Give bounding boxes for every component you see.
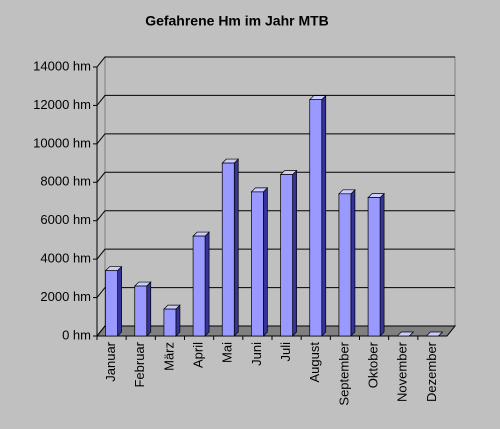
grid-line — [96, 248, 455, 260]
bar-side — [263, 187, 268, 337]
y-tick-label: 12000 hm — [33, 97, 91, 112]
bar-front — [338, 193, 352, 337]
x-tick-label: August — [307, 342, 322, 383]
bar-front — [192, 235, 206, 337]
bar-front — [251, 191, 264, 337]
bar — [221, 158, 240, 337]
chart-title: Gefahrene Hm im Jahr MTB — [145, 13, 329, 29]
y-tick-label: 14000 hm — [33, 58, 91, 73]
bar — [308, 94, 327, 337]
grid-line — [96, 133, 455, 145]
bar-top — [425, 331, 444, 337]
bar-side — [379, 192, 385, 337]
bar-front — [163, 308, 177, 337]
bar — [163, 304, 181, 337]
bar-side — [292, 169, 297, 337]
bar-side — [117, 265, 122, 337]
x-tick-label: September — [336, 341, 351, 405]
bar — [338, 188, 356, 337]
back-wall — [104, 56, 456, 327]
bar — [279, 169, 298, 337]
x-tick-label: Dezember — [424, 341, 439, 402]
bar-front — [105, 270, 118, 337]
bar-side — [146, 281, 152, 337]
x-tick-label: Februar — [132, 341, 147, 387]
bar — [192, 231, 210, 337]
bar-front — [309, 99, 323, 337]
bar-front — [134, 285, 148, 337]
grid-line — [96, 325, 455, 337]
x-tick-label: Juli — [278, 342, 293, 362]
bar — [250, 187, 269, 337]
y-tick-label: 4000 hm — [40, 251, 91, 266]
bar-side — [175, 304, 181, 337]
grid-line — [96, 56, 455, 68]
bar — [396, 331, 415, 337]
bar-front — [280, 174, 293, 337]
grid-line — [96, 94, 455, 106]
bar — [367, 192, 385, 337]
x-tick-label: Juni — [249, 342, 264, 366]
bar-front — [367, 197, 381, 337]
bar-side — [321, 94, 327, 337]
y-tick-label: 6000 hm — [40, 212, 91, 227]
bar — [104, 265, 123, 337]
side-wall — [96, 55, 106, 338]
x-tick-label: März — [161, 342, 176, 371]
x-tick-label: November — [395, 341, 410, 402]
x-tick-label: April — [191, 342, 206, 368]
bar-side — [350, 188, 356, 337]
bar-side — [204, 231, 210, 337]
bar — [425, 331, 444, 337]
y-tick-label: 10000 hm — [33, 135, 91, 150]
bar-front — [221, 162, 235, 337]
x-tick-label: Januar — [103, 341, 118, 381]
y-tick-label: 8000 hm — [40, 174, 91, 189]
x-tick-label: Mai — [220, 342, 235, 363]
bar-side — [233, 158, 239, 337]
bar-top — [396, 331, 415, 337]
bar — [133, 281, 152, 337]
grid-line — [96, 210, 455, 222]
grid-line — [96, 287, 455, 298]
grid-line — [96, 171, 455, 183]
x-tick-label: Oktober — [366, 341, 381, 388]
y-tick-label: 0 hm — [62, 327, 91, 342]
y-tick-label: 2000 hm — [40, 289, 91, 304]
